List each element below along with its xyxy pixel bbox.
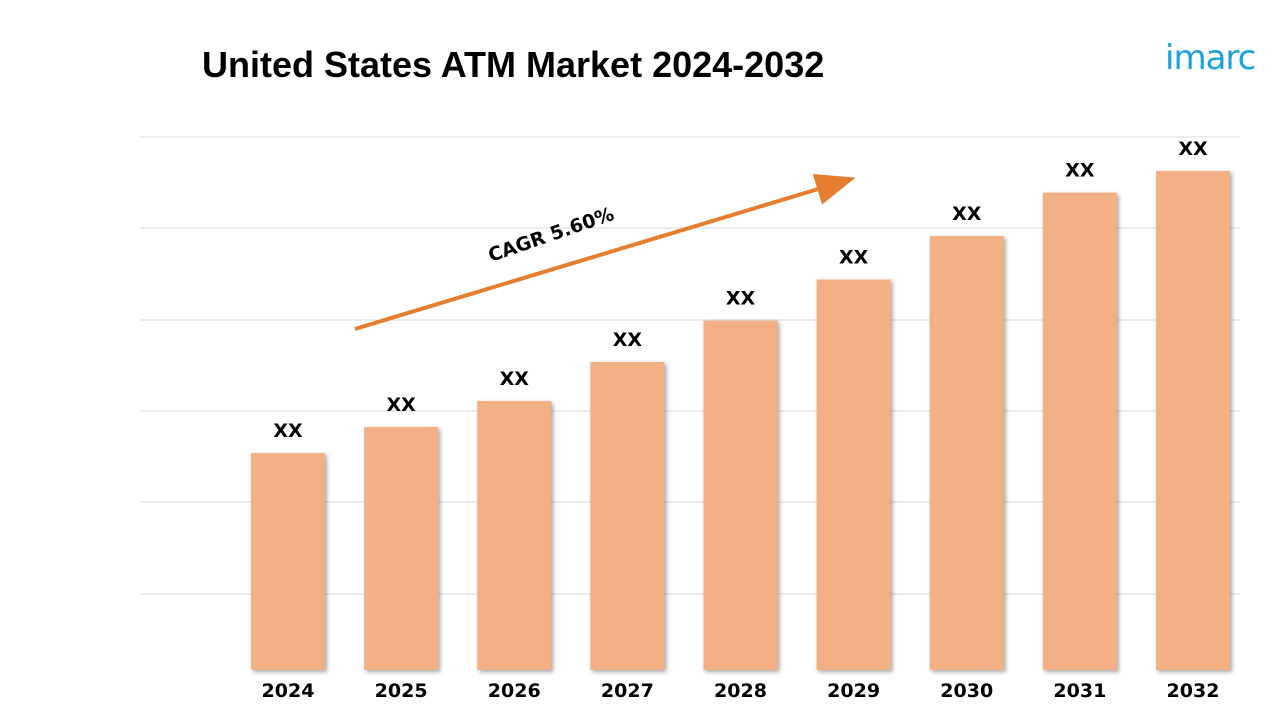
bar-2026	[477, 400, 552, 670]
bar-2027	[590, 361, 665, 670]
bar-2025	[364, 427, 439, 670]
x-tick-2024: 2024	[262, 680, 315, 702]
data-label-2027: XX	[613, 329, 643, 351]
imarc-logo: imarc	[1165, 28, 1255, 88]
data-label-2029: XX	[839, 246, 869, 268]
x-tick-2031: 2031	[1053, 680, 1106, 702]
data-labels: XX XX XX XX XX XX XX XX XX	[273, 138, 1208, 442]
bars	[251, 171, 1230, 670]
x-tick-2027: 2027	[601, 680, 654, 702]
logo-text: imarc	[1165, 38, 1256, 78]
data-label-2030: XX	[952, 203, 982, 225]
x-tick-2028: 2028	[714, 680, 767, 702]
data-label-2031: XX	[1065, 160, 1095, 182]
data-label-2025: XX	[386, 394, 416, 416]
x-tick-2030: 2030	[940, 680, 993, 702]
x-tick-2032: 2032	[1167, 680, 1220, 702]
data-label-2032: XX	[1178, 138, 1208, 160]
x-tick-2026: 2026	[488, 680, 541, 702]
bar-2028	[703, 320, 778, 670]
data-label-2026: XX	[500, 368, 530, 390]
x-axis-tick-labels: 2024 2025 2026 2027 2028 2029 2030 2031 2032	[262, 680, 1220, 702]
x-tick-2029: 2029	[827, 680, 880, 702]
bar-2030	[929, 236, 1004, 670]
bar-2029	[816, 279, 891, 670]
x-tick-2025: 2025	[375, 680, 428, 702]
bar-2032	[1156, 171, 1230, 670]
bar-2031	[1042, 192, 1117, 670]
chart-title: United States ATM Market 2024-2032	[202, 44, 825, 85]
bar-2024	[251, 453, 325, 670]
data-label-2024: XX	[273, 420, 303, 442]
cagr-annotation: CAGR 5.60%	[354, 173, 856, 331]
data-label-2028: XX	[726, 288, 756, 310]
cagr-arrow	[354, 173, 856, 331]
